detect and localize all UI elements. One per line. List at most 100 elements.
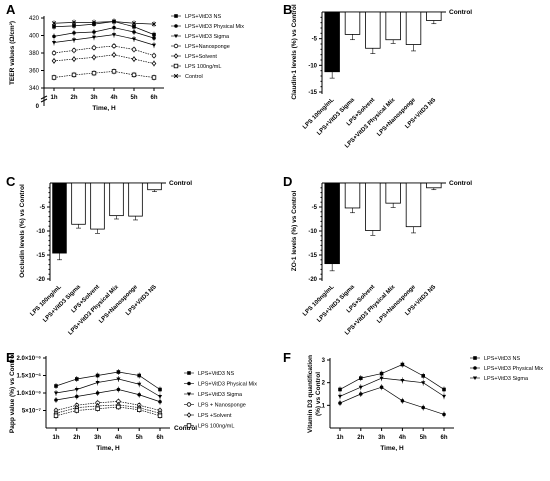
axis-break-mark (40, 98, 48, 103)
series-line (339, 364, 445, 390)
data-point (116, 377, 121, 382)
panel-e: 5×10⁻⁷ 1.0×10⁻⁶ 1.5×10⁻⁶ 2.0×10⁻⁶ 1h 2h 3h 4h 5h… (9, 353, 257, 452)
legend-label: LPS+VitD3 NS (484, 356, 520, 362)
control-reference-label: Control (449, 9, 472, 16)
data-point (137, 373, 141, 378)
data-point (359, 376, 363, 380)
data-point (71, 72, 77, 78)
data-point (51, 58, 57, 64)
bar (324, 182, 340, 265)
series-line (53, 21, 155, 35)
y-tick-label: -15 (308, 253, 317, 259)
data-point (71, 38, 77, 43)
data-point (75, 377, 79, 381)
legend-marker (173, 53, 179, 59)
data-point (52, 34, 56, 39)
legend-label: LPS +Solvent (198, 413, 232, 419)
legend-label: LPS+VitD3 Physical Mix (185, 24, 244, 30)
data-point (72, 24, 76, 28)
legend-marker (473, 366, 477, 370)
data-point (74, 408, 79, 413)
panel-b: Control -5 -10 -15 Claudin-1 levels (%) vs C… (291, 4, 472, 149)
panel-f: 1 2 3 1h 2h 3h 4h 5h 6h Time, H Vitamin D3 quantif… (307, 355, 543, 452)
y-tick-label: -10 (308, 229, 317, 235)
data-point (51, 41, 57, 45)
data-point (132, 30, 136, 34)
data-point (132, 24, 136, 29)
data-point (111, 69, 117, 74)
x-tick-label: 2h (70, 95, 77, 101)
series-lps-solvent (51, 51, 157, 67)
bar (147, 182, 162, 191)
data-point (421, 381, 426, 385)
data-point (95, 391, 100, 395)
series-lps-100ng-ml (51, 68, 157, 81)
series-lps-vitd3-ns (54, 369, 162, 393)
panel-letter-c: C (6, 174, 16, 189)
legend-label: LPS+VitD3 Sigma (198, 392, 243, 398)
y-tick-label: 1 (322, 403, 326, 409)
y-axis-title-line: Vitamin D3 quantification (307, 355, 314, 433)
data-point (91, 70, 97, 76)
data-point (74, 388, 79, 392)
y-tick-label: 1.0×10⁻⁶ (17, 391, 42, 397)
y-axis-title: Vitamin D3 quantification(%) vs Control (307, 355, 322, 433)
y-tick-label: -20 (308, 277, 317, 283)
series-line (55, 378, 161, 397)
data-point (54, 398, 58, 402)
data-point (95, 373, 100, 378)
bar (52, 182, 67, 254)
bar (426, 182, 442, 189)
legend-marker (186, 412, 192, 418)
data-point (359, 392, 363, 396)
series-lps-vitd3-physical-mix (54, 386, 162, 405)
control-reference-label: Control (449, 180, 472, 187)
x-tick-label: 4h (115, 435, 122, 441)
data-point (131, 47, 137, 52)
legend-label: LPS+Solvent (185, 54, 217, 60)
data-point-stroke-b (51, 21, 57, 26)
data-point (136, 407, 142, 412)
data-point (442, 387, 446, 392)
data-point (111, 51, 117, 58)
control-reference-label: Control (169, 180, 192, 187)
y-tick-label: 5×10⁻⁷ (22, 409, 42, 415)
x-tick-label: LPS+VitD3 Sigma (316, 97, 356, 137)
y-axis-title: Papp value (%) vs Control (9, 353, 16, 433)
series-line (53, 27, 155, 39)
x-tick-label: 2h (73, 435, 80, 441)
data-point (71, 20, 77, 25)
bar (344, 182, 361, 209)
data-point (111, 33, 117, 37)
x-tick-label: LPS 100ng/mL (29, 284, 63, 318)
data-point (111, 19, 117, 24)
panel-letter-a: A (6, 2, 16, 17)
legend-marker (186, 392, 192, 397)
data-point (131, 72, 137, 78)
legend-label: LPS 100ng/mL (185, 64, 221, 70)
y-tick-label: 2 (322, 381, 326, 387)
data-point (400, 362, 405, 367)
series-lps-vitd3-ns (338, 361, 446, 393)
series-lps-vitd3-sigma (51, 31, 157, 49)
bar (405, 182, 422, 228)
series-lps-solvent (53, 401, 163, 417)
x-tick-label: LPS+VitD3 Sigma (316, 284, 356, 324)
series-lps-vitd3-ns (52, 18, 156, 38)
data-point (379, 371, 384, 376)
data-point (116, 370, 121, 374)
y-tick-label: -15 (36, 253, 45, 259)
data-point (151, 75, 157, 80)
legend-marker (173, 43, 179, 49)
series-lps-vitd3-physical-mix (338, 384, 446, 418)
data-point (442, 412, 446, 417)
y-tick-label: 2.0×10⁻⁶ (17, 356, 42, 362)
y-tick-label: -20 (36, 277, 45, 283)
data-point (51, 75, 57, 80)
data-point (91, 45, 97, 50)
panel-a: 340 360 380 400 420 1h 2h 3h 4h 5h 6h Time, H TEER v… (9, 14, 244, 112)
data-point (158, 387, 162, 392)
series-line (55, 406, 161, 417)
data-point (151, 43, 157, 48)
panel-letter-e: E (6, 350, 15, 365)
